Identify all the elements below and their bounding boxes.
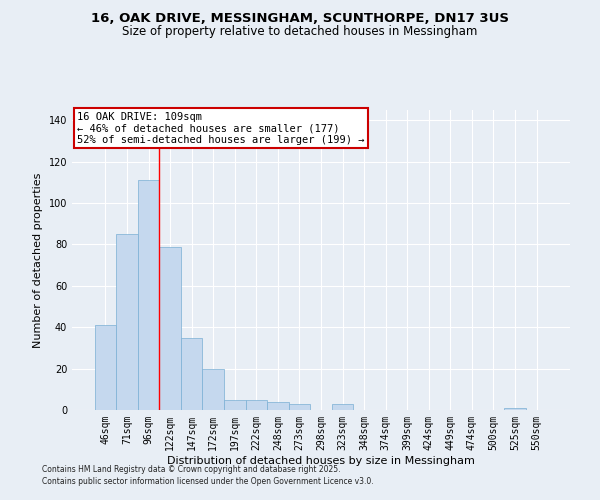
Text: 16 OAK DRIVE: 109sqm
← 46% of detached houses are smaller (177)
52% of semi-deta: 16 OAK DRIVE: 109sqm ← 46% of detached h… xyxy=(77,112,364,144)
Bar xyxy=(116,234,138,410)
Bar xyxy=(245,400,267,410)
Text: Contains HM Land Registry data © Crown copyright and database right 2025.: Contains HM Land Registry data © Crown c… xyxy=(42,466,341,474)
Text: Contains public sector information licensed under the Open Government Licence v3: Contains public sector information licen… xyxy=(42,476,374,486)
Bar xyxy=(332,404,353,410)
Bar xyxy=(224,400,245,410)
Bar xyxy=(95,325,116,410)
Bar xyxy=(138,180,160,410)
Bar xyxy=(181,338,202,410)
Bar xyxy=(202,368,224,410)
Text: Size of property relative to detached houses in Messingham: Size of property relative to detached ho… xyxy=(122,25,478,38)
Bar xyxy=(267,402,289,410)
Bar xyxy=(289,404,310,410)
Bar xyxy=(504,408,526,410)
Text: 16, OAK DRIVE, MESSINGHAM, SCUNTHORPE, DN17 3US: 16, OAK DRIVE, MESSINGHAM, SCUNTHORPE, D… xyxy=(91,12,509,26)
Y-axis label: Number of detached properties: Number of detached properties xyxy=(33,172,43,348)
Bar xyxy=(160,246,181,410)
X-axis label: Distribution of detached houses by size in Messingham: Distribution of detached houses by size … xyxy=(167,456,475,466)
